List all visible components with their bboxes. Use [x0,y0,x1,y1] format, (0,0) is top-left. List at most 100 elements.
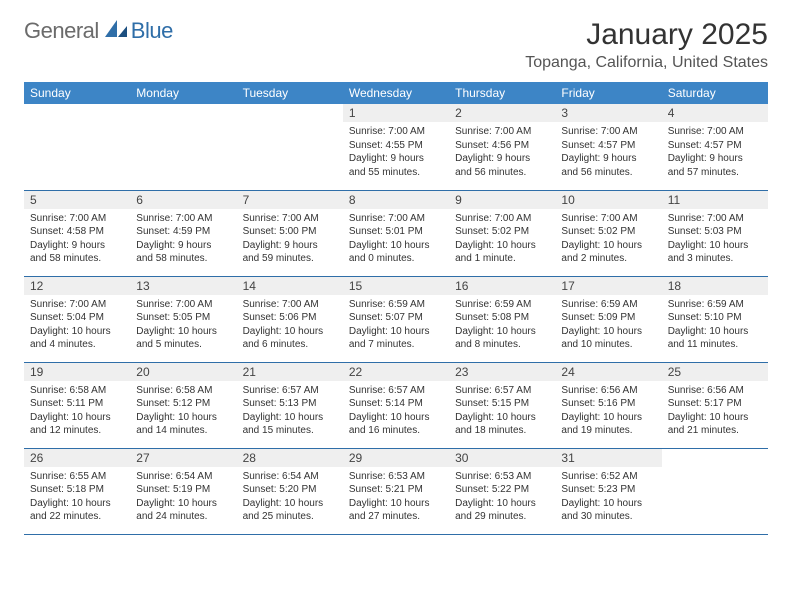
day-body: Sunrise: 7:00 AMSunset: 5:01 PMDaylight:… [343,209,449,270]
day-number: 8 [343,191,449,209]
month-title: January 2025 [525,18,768,52]
calendar-cell: 19Sunrise: 6:58 AMSunset: 5:11 PMDayligh… [24,362,130,448]
calendar-row: 12Sunrise: 7:00 AMSunset: 5:04 PMDayligh… [24,276,768,362]
day-number: 29 [343,449,449,467]
calendar-cell [24,104,130,190]
day-number: 4 [662,104,768,122]
day-number: 16 [449,277,555,295]
day-body: Sunrise: 6:56 AMSunset: 5:17 PMDaylight:… [662,381,768,442]
calendar-cell: 3Sunrise: 7:00 AMSunset: 4:57 PMDaylight… [555,104,661,190]
weekday-header: Monday [130,82,236,104]
calendar-cell: 28Sunrise: 6:54 AMSunset: 5:20 PMDayligh… [237,448,343,534]
calendar-cell: 4Sunrise: 7:00 AMSunset: 4:57 PMDaylight… [662,104,768,190]
calendar-cell: 9Sunrise: 7:00 AMSunset: 5:02 PMDaylight… [449,190,555,276]
day-number: 18 [662,277,768,295]
calendar-body: 1Sunrise: 7:00 AMSunset: 4:55 PMDaylight… [24,104,768,534]
header: General Blue January 2025 Topanga, Calif… [24,18,768,72]
calendar-cell: 27Sunrise: 6:54 AMSunset: 5:19 PMDayligh… [130,448,236,534]
calendar-cell: 21Sunrise: 6:57 AMSunset: 5:13 PMDayligh… [237,362,343,448]
day-body: Sunrise: 7:00 AMSunset: 5:00 PMDaylight:… [237,209,343,270]
day-number: 5 [24,191,130,209]
weekday-header: Saturday [662,82,768,104]
day-number: 19 [24,363,130,381]
day-body: Sunrise: 6:54 AMSunset: 5:20 PMDaylight:… [237,467,343,528]
weekday-header: Sunday [24,82,130,104]
calendar-cell: 14Sunrise: 7:00 AMSunset: 5:06 PMDayligh… [237,276,343,362]
calendar-cell: 5Sunrise: 7:00 AMSunset: 4:58 PMDaylight… [24,190,130,276]
day-number: 1 [343,104,449,122]
calendar-cell: 15Sunrise: 6:59 AMSunset: 5:07 PMDayligh… [343,276,449,362]
day-body: Sunrise: 6:59 AMSunset: 5:09 PMDaylight:… [555,295,661,356]
calendar-cell: 7Sunrise: 7:00 AMSunset: 5:00 PMDaylight… [237,190,343,276]
calendar-cell: 22Sunrise: 6:57 AMSunset: 5:14 PMDayligh… [343,362,449,448]
calendar-cell: 29Sunrise: 6:53 AMSunset: 5:21 PMDayligh… [343,448,449,534]
day-number: 13 [130,277,236,295]
day-number: 11 [662,191,768,209]
weekday-header: Tuesday [237,82,343,104]
weekday-header: Thursday [449,82,555,104]
day-number: 21 [237,363,343,381]
calendar-cell: 18Sunrise: 6:59 AMSunset: 5:10 PMDayligh… [662,276,768,362]
calendar-cell [130,104,236,190]
day-body: Sunrise: 6:59 AMSunset: 5:07 PMDaylight:… [343,295,449,356]
day-body: Sunrise: 7:00 AMSunset: 4:57 PMDaylight:… [662,122,768,183]
day-number: 26 [24,449,130,467]
calendar-head: SundayMondayTuesdayWednesdayThursdayFrid… [24,82,768,104]
day-number: 2 [449,104,555,122]
calendar-cell: 10Sunrise: 7:00 AMSunset: 5:02 PMDayligh… [555,190,661,276]
calendar-cell: 31Sunrise: 6:52 AMSunset: 5:23 PMDayligh… [555,448,661,534]
calendar-cell: 23Sunrise: 6:57 AMSunset: 5:15 PMDayligh… [449,362,555,448]
day-body: Sunrise: 7:00 AMSunset: 4:59 PMDaylight:… [130,209,236,270]
day-number: 6 [130,191,236,209]
calendar-cell [237,104,343,190]
calendar-table: SundayMondayTuesdayWednesdayThursdayFrid… [24,82,768,535]
calendar-cell: 16Sunrise: 6:59 AMSunset: 5:08 PMDayligh… [449,276,555,362]
day-number: 12 [24,277,130,295]
day-body: Sunrise: 7:00 AMSunset: 4:56 PMDaylight:… [449,122,555,183]
day-body: Sunrise: 6:56 AMSunset: 5:16 PMDaylight:… [555,381,661,442]
day-body: Sunrise: 6:53 AMSunset: 5:21 PMDaylight:… [343,467,449,528]
calendar-row: 5Sunrise: 7:00 AMSunset: 4:58 PMDaylight… [24,190,768,276]
day-body: Sunrise: 6:52 AMSunset: 5:23 PMDaylight:… [555,467,661,528]
day-number: 31 [555,449,661,467]
calendar-cell: 13Sunrise: 7:00 AMSunset: 5:05 PMDayligh… [130,276,236,362]
calendar-row: 26Sunrise: 6:55 AMSunset: 5:18 PMDayligh… [24,448,768,534]
day-body: Sunrise: 7:00 AMSunset: 5:02 PMDaylight:… [555,209,661,270]
day-number: 14 [237,277,343,295]
day-number: 9 [449,191,555,209]
day-number: 27 [130,449,236,467]
day-number: 25 [662,363,768,381]
calendar-cell: 17Sunrise: 6:59 AMSunset: 5:09 PMDayligh… [555,276,661,362]
day-body: Sunrise: 7:00 AMSunset: 5:06 PMDaylight:… [237,295,343,356]
logo: General Blue [24,18,173,44]
day-number: 24 [555,363,661,381]
day-body: Sunrise: 7:00 AMSunset: 5:02 PMDaylight:… [449,209,555,270]
day-body: Sunrise: 7:00 AMSunset: 5:05 PMDaylight:… [130,295,236,356]
day-body: Sunrise: 6:57 AMSunset: 5:13 PMDaylight:… [237,381,343,442]
day-body: Sunrise: 6:58 AMSunset: 5:12 PMDaylight:… [130,381,236,442]
logo-text-blue: Blue [131,18,173,44]
day-number: 17 [555,277,661,295]
weekday-header: Friday [555,82,661,104]
logo-text-general: General [24,18,99,44]
calendar-cell: 12Sunrise: 7:00 AMSunset: 5:04 PMDayligh… [24,276,130,362]
day-number: 22 [343,363,449,381]
calendar-cell: 26Sunrise: 6:55 AMSunset: 5:18 PMDayligh… [24,448,130,534]
title-block: January 2025 Topanga, California, United… [525,18,768,72]
calendar-row: 19Sunrise: 6:58 AMSunset: 5:11 PMDayligh… [24,362,768,448]
day-body: Sunrise: 6:55 AMSunset: 5:18 PMDaylight:… [24,467,130,528]
day-number: 20 [130,363,236,381]
day-body: Sunrise: 6:57 AMSunset: 5:15 PMDaylight:… [449,381,555,442]
calendar-cell: 30Sunrise: 6:53 AMSunset: 5:22 PMDayligh… [449,448,555,534]
day-body: Sunrise: 6:53 AMSunset: 5:22 PMDaylight:… [449,467,555,528]
day-body: Sunrise: 6:57 AMSunset: 5:14 PMDaylight:… [343,381,449,442]
day-body: Sunrise: 6:59 AMSunset: 5:08 PMDaylight:… [449,295,555,356]
location: Topanga, California, United States [525,54,768,72]
calendar-cell: 6Sunrise: 7:00 AMSunset: 4:59 PMDaylight… [130,190,236,276]
calendar-cell: 1Sunrise: 7:00 AMSunset: 4:55 PMDaylight… [343,104,449,190]
sail-icon [105,20,127,43]
day-body: Sunrise: 7:00 AMSunset: 5:03 PMDaylight:… [662,209,768,270]
day-body: Sunrise: 6:54 AMSunset: 5:19 PMDaylight:… [130,467,236,528]
day-number: 15 [343,277,449,295]
day-body: Sunrise: 6:59 AMSunset: 5:10 PMDaylight:… [662,295,768,356]
